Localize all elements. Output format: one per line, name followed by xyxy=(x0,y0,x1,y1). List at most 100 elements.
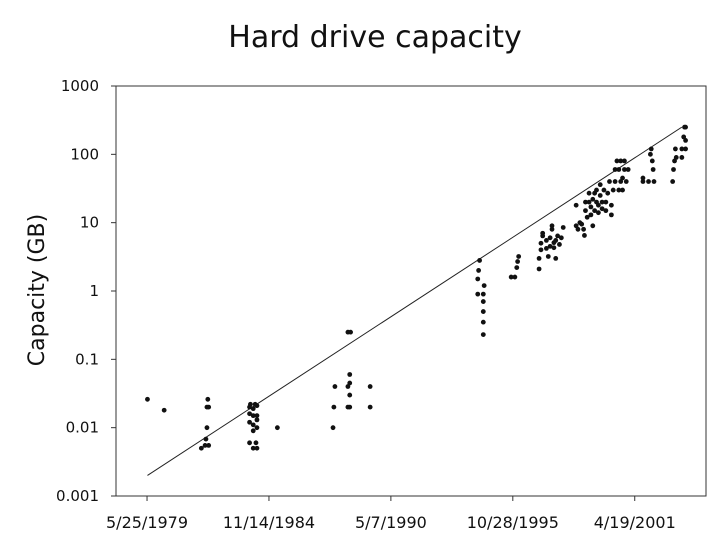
data-point xyxy=(648,146,654,152)
data-point xyxy=(670,179,676,184)
data-point xyxy=(608,202,614,208)
data-point xyxy=(250,422,256,428)
data-point xyxy=(575,226,581,232)
data-point xyxy=(586,199,592,205)
data-point xyxy=(553,255,559,261)
data-point xyxy=(347,392,353,398)
data-point xyxy=(202,443,208,448)
y-tick-label: 10 xyxy=(80,214,99,232)
data-point xyxy=(679,155,685,160)
data-point xyxy=(601,187,607,193)
data-point xyxy=(254,425,260,431)
plot-frame xyxy=(115,85,707,497)
data-point xyxy=(331,404,337,410)
data-point xyxy=(608,212,614,218)
data-point xyxy=(145,396,150,402)
data-point xyxy=(203,436,209,442)
data-point xyxy=(605,190,611,196)
trend-line-group xyxy=(147,126,683,476)
data-point xyxy=(545,254,551,259)
data-point xyxy=(480,332,486,338)
trend-line xyxy=(147,126,683,476)
data-point xyxy=(347,372,353,377)
y-tick-label: 1000 xyxy=(61,77,99,95)
y-tick-label: 1 xyxy=(89,282,99,300)
data-point xyxy=(206,443,212,448)
data-point xyxy=(367,384,373,389)
data-point xyxy=(594,187,599,193)
data-point xyxy=(551,245,557,251)
data-point xyxy=(536,266,542,272)
data-point xyxy=(646,179,651,184)
data-point xyxy=(579,221,585,227)
data-point xyxy=(543,238,549,243)
data-point xyxy=(540,230,546,236)
data-point xyxy=(538,247,544,253)
data-point xyxy=(640,179,646,184)
y-tick-label: 0.01 xyxy=(66,419,99,437)
data-point xyxy=(603,199,609,205)
data-point xyxy=(330,425,336,431)
data-point xyxy=(620,187,625,193)
data-point xyxy=(555,233,561,239)
data-point xyxy=(596,202,601,208)
data-point xyxy=(512,274,518,280)
y-tick-label: 0.1 xyxy=(75,350,99,368)
data-point xyxy=(480,299,486,304)
data-point xyxy=(588,204,594,210)
data-point xyxy=(592,208,598,214)
data-point xyxy=(547,243,553,249)
data-point xyxy=(248,401,253,407)
data-point xyxy=(557,242,562,247)
y-axis-label: Capacity (GB) xyxy=(25,214,50,366)
data-point xyxy=(250,406,256,412)
data-point xyxy=(516,254,522,259)
data-point xyxy=(673,155,679,160)
data-point xyxy=(536,255,542,261)
data-point xyxy=(582,233,587,238)
data-point xyxy=(588,212,594,218)
data-point xyxy=(250,445,256,451)
data-point xyxy=(573,202,579,208)
y-ticks: 1000 100 10 1 0.1 0.01 0.001 xyxy=(56,77,116,505)
data-point xyxy=(254,417,260,423)
data-point xyxy=(612,179,618,184)
data-point xyxy=(480,319,486,325)
data-point xyxy=(650,167,656,172)
data-point xyxy=(250,428,256,434)
data-point xyxy=(597,193,603,198)
data-point xyxy=(204,425,210,431)
x-tick-label: 5/7/1990 xyxy=(355,513,427,532)
data-point xyxy=(254,413,260,419)
data-point xyxy=(332,384,338,389)
x-tick-label: 5/25/1979 xyxy=(106,513,188,532)
data-point xyxy=(618,158,624,164)
data-point xyxy=(549,226,555,232)
data-point xyxy=(514,265,520,271)
data-point xyxy=(581,226,586,232)
data-point xyxy=(508,274,514,280)
data-point xyxy=(475,276,481,282)
data-point xyxy=(476,268,482,273)
data-point xyxy=(640,175,646,181)
data-point xyxy=(253,440,259,446)
data-point xyxy=(622,158,627,164)
data-point xyxy=(649,158,655,164)
y-tick-label: 0.001 xyxy=(56,487,99,505)
data-point xyxy=(597,182,603,188)
data-point xyxy=(347,380,353,386)
data-point xyxy=(672,146,678,152)
data-point xyxy=(620,175,625,181)
data-point xyxy=(671,167,676,172)
data-point xyxy=(560,225,566,230)
data-point xyxy=(616,167,622,172)
data-point xyxy=(616,187,622,193)
x-tick-label: 10/28/1995 xyxy=(467,513,559,532)
chart-title: Hard drive capacity xyxy=(228,20,521,55)
data-point xyxy=(683,124,688,130)
data-point xyxy=(538,240,544,246)
data-point xyxy=(590,196,596,202)
data-point xyxy=(475,291,481,297)
data-point xyxy=(651,179,657,184)
